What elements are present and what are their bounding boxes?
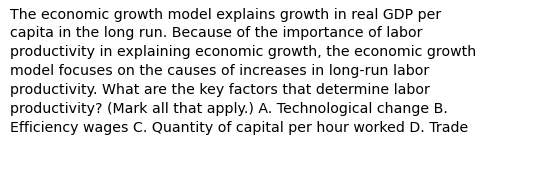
Text: The economic growth model explains growth in real GDP per
capita in the long run: The economic growth model explains growt… xyxy=(10,8,477,135)
